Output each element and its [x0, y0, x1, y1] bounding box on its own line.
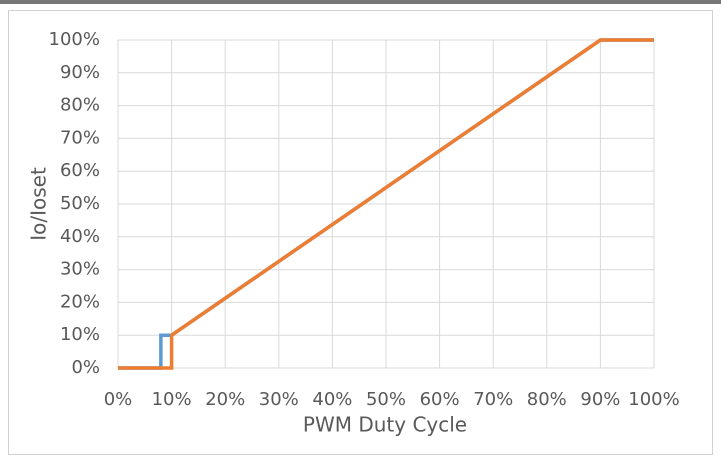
x-tick-label: 100%: [628, 389, 679, 410]
y-tick-label: 90%: [60, 62, 100, 83]
line: [118, 38, 654, 370]
y-axis-label: Io/Ioset: [27, 167, 51, 241]
x-tick-label: 60%: [420, 389, 460, 410]
x-tick-label: 0%: [104, 389, 133, 410]
chart-frame: [8, 10, 713, 455]
x-axis-label: PWM Duty Cycle: [303, 413, 467, 437]
x-tick-label: 50%: [366, 389, 406, 410]
y-tick-label: 70%: [60, 127, 100, 148]
x-tick-label: 70%: [473, 389, 513, 410]
x-tick-label: 80%: [527, 389, 567, 410]
y-tick-label: 60%: [60, 160, 100, 181]
y-tick-label: 40%: [60, 226, 100, 247]
y-tick-label: 20%: [60, 291, 100, 312]
y-tick-label: 50%: [60, 193, 100, 214]
x-tick-label: 90%: [580, 389, 620, 410]
y-tick-label: 80%: [60, 95, 100, 116]
y-tick-label: 0%: [71, 357, 100, 378]
y-tick-label: 100%: [49, 29, 100, 50]
x-tick-label: 10%: [152, 389, 192, 410]
y-tick-label: 30%: [60, 259, 100, 280]
x-tick-label: 40%: [312, 389, 352, 410]
top-edge: [0, 0, 721, 4]
x-tick-label: 20%: [205, 389, 245, 410]
x-tick-label: 30%: [259, 389, 299, 410]
y-tick-label: 10%: [60, 324, 100, 345]
